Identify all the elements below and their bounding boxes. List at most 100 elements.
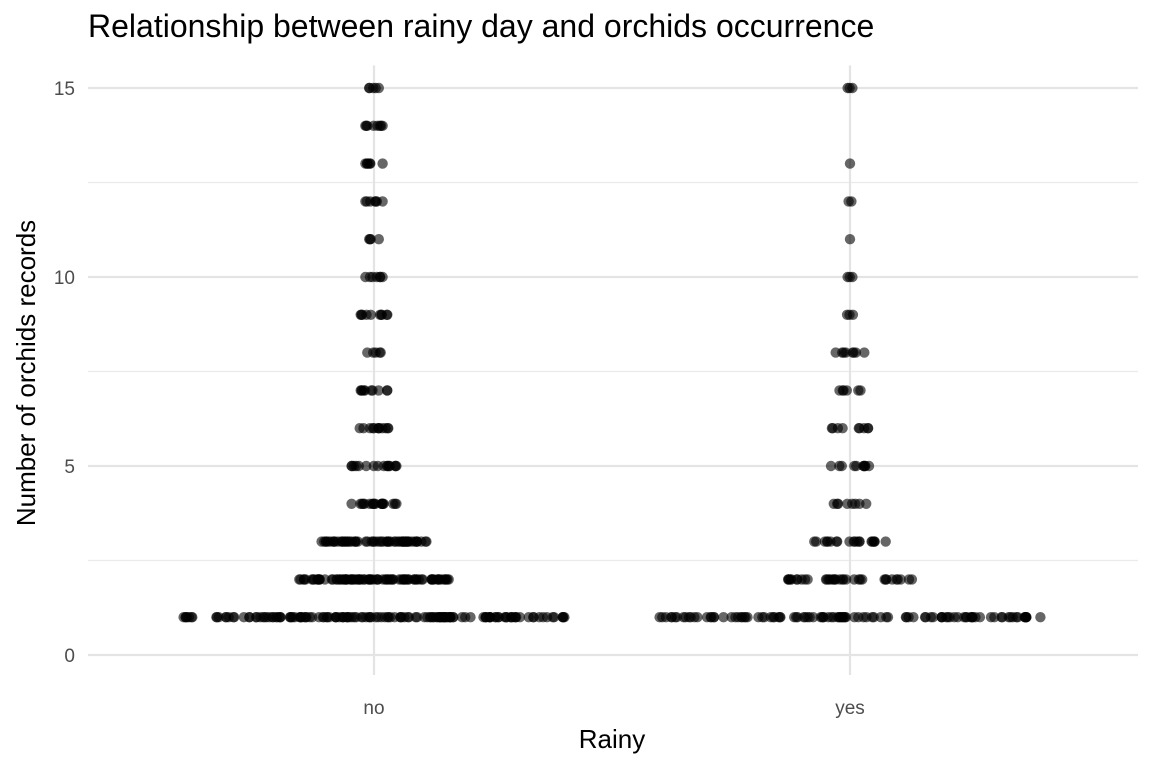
data-point xyxy=(428,612,439,623)
data-point xyxy=(358,498,369,509)
data-point xyxy=(373,234,384,245)
data-point xyxy=(365,196,376,207)
data-point xyxy=(364,234,376,245)
data-point xyxy=(443,574,454,585)
data-point xyxy=(465,612,476,623)
data-point xyxy=(391,460,402,472)
data-point xyxy=(361,120,372,131)
data-point xyxy=(867,612,878,623)
data-point xyxy=(832,498,844,509)
data-point xyxy=(847,309,859,320)
data-point xyxy=(401,574,412,585)
data-point xyxy=(900,612,912,623)
data-point xyxy=(847,347,858,358)
data-point xyxy=(298,574,310,585)
data-point xyxy=(844,158,856,169)
x-axis-ticks: no yes xyxy=(363,698,864,719)
data-point xyxy=(377,196,388,207)
data-point xyxy=(374,536,385,547)
data-point xyxy=(944,612,955,623)
data-point xyxy=(259,612,270,623)
data-point xyxy=(334,612,345,623)
data-point xyxy=(356,309,367,320)
data-point xyxy=(377,120,388,131)
data-point xyxy=(936,612,948,623)
data-point xyxy=(271,612,283,623)
data-point xyxy=(383,460,395,472)
data-point xyxy=(811,536,822,547)
data-point xyxy=(882,612,894,623)
data-point xyxy=(881,574,892,585)
data-point xyxy=(908,612,919,623)
data-point xyxy=(792,574,803,585)
data-point xyxy=(385,612,396,623)
grid-lines xyxy=(88,65,1138,675)
data-point xyxy=(346,612,358,623)
data-point xyxy=(382,385,393,396)
data-point xyxy=(387,574,398,585)
y-tick-label: 0 xyxy=(64,646,75,667)
data-point xyxy=(996,612,1007,623)
data-point xyxy=(373,82,384,94)
data-point xyxy=(365,158,376,169)
data-point xyxy=(862,423,874,434)
data-point xyxy=(680,612,691,623)
chart-title: Relationship between rainy day and orchi… xyxy=(88,8,875,44)
data-point xyxy=(1012,612,1023,623)
data-point xyxy=(304,612,315,623)
data-point xyxy=(319,574,331,585)
data-point xyxy=(367,423,379,434)
data-point xyxy=(775,612,786,623)
data-point xyxy=(411,536,422,547)
data-point xyxy=(838,347,849,358)
data-point xyxy=(855,574,866,585)
data-point xyxy=(657,612,668,623)
x-axis-title: Rainy xyxy=(579,724,645,754)
data-point xyxy=(250,612,262,623)
data-point xyxy=(360,536,372,547)
data-point xyxy=(1019,612,1031,623)
data-point xyxy=(377,158,388,169)
data-point xyxy=(835,612,847,623)
data-point xyxy=(403,612,415,623)
x-tick-label: no xyxy=(363,698,384,719)
data-point xyxy=(863,460,875,472)
data-point xyxy=(351,460,362,472)
data-point xyxy=(895,574,906,585)
data-point xyxy=(321,536,332,547)
data-point xyxy=(855,385,866,396)
data-point xyxy=(356,385,368,396)
data-point xyxy=(411,574,422,585)
data-point xyxy=(880,536,891,547)
data-point xyxy=(286,612,297,623)
data-point xyxy=(421,536,432,547)
data-point xyxy=(859,347,870,358)
y-axis-ticks: 0 5 10 15 xyxy=(54,79,75,667)
data-point xyxy=(346,498,357,509)
data-point xyxy=(849,612,860,623)
data-point xyxy=(340,574,351,585)
data-point xyxy=(321,612,333,623)
data-point xyxy=(480,612,492,623)
data-point xyxy=(395,612,406,623)
data-point xyxy=(369,498,380,509)
data-point xyxy=(363,574,375,585)
data-point xyxy=(391,498,402,509)
y-tick-label: 15 xyxy=(54,79,75,100)
data-point xyxy=(547,612,558,623)
data-point xyxy=(180,612,191,623)
data-point xyxy=(841,385,852,396)
data-point xyxy=(920,612,931,623)
data-point xyxy=(378,498,389,509)
y-tick-label: 5 xyxy=(64,457,75,478)
data-point xyxy=(361,460,372,472)
data-point xyxy=(821,574,833,585)
data-point xyxy=(847,82,858,94)
data-point xyxy=(854,423,865,434)
data-point xyxy=(819,536,831,547)
data-point xyxy=(846,196,857,207)
data-point xyxy=(847,271,858,283)
data-point xyxy=(718,612,729,623)
data-point xyxy=(367,385,378,396)
